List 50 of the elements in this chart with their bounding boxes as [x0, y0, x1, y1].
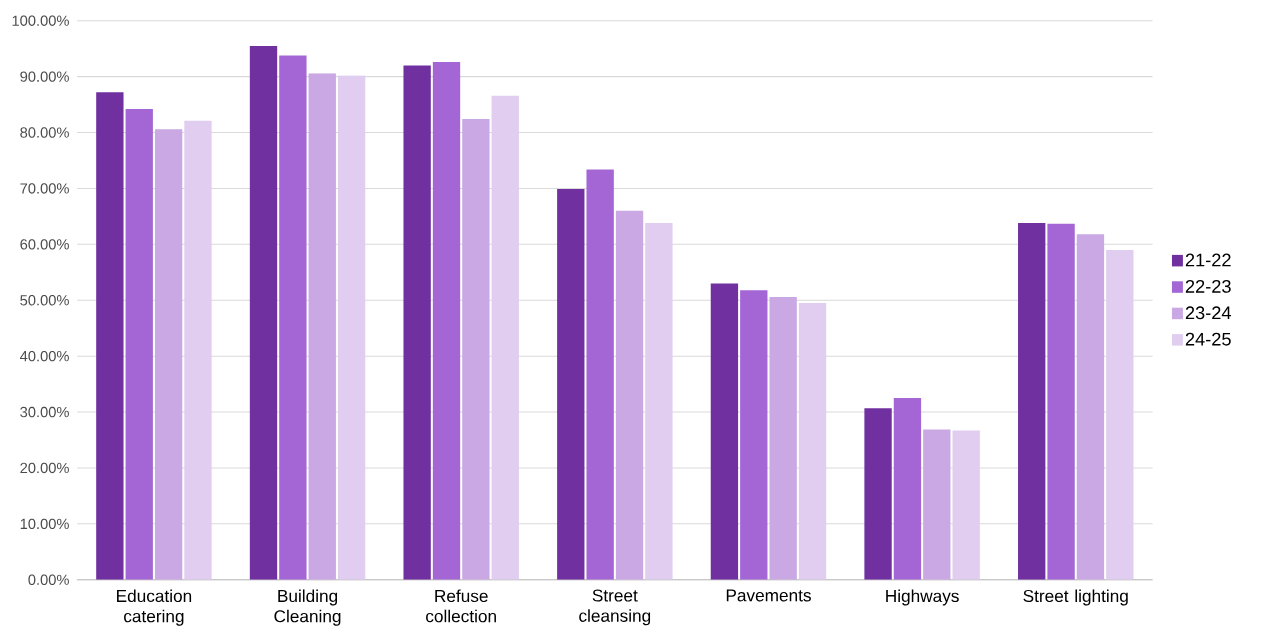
bar: [249, 45, 278, 580]
bar: [1106, 249, 1134, 580]
x-tick-label: Street lighting: [1023, 589, 1128, 606]
bar: [557, 188, 585, 580]
x-tick-label: Education catering: [117, 589, 192, 626]
bar: [403, 65, 431, 580]
y-tick-label: 30.00%: [20, 406, 69, 418]
bar: [1018, 223, 1046, 580]
bar: [1076, 234, 1105, 580]
y-tick-label: 100.00%: [12, 15, 69, 26]
bar: [308, 73, 336, 580]
bar: [645, 223, 673, 580]
x-tick-label: Building Cleaning: [274, 589, 341, 626]
y-tick-label: 0.00%: [28, 574, 69, 585]
bar: [893, 398, 922, 580]
bar: [740, 290, 768, 580]
legend-label: 24-25: [1185, 332, 1231, 346]
bar: [769, 296, 797, 580]
bar: [1047, 223, 1075, 580]
bar: [184, 120, 212, 580]
bar: [798, 302, 827, 580]
y-tick-label: 80.00%: [20, 127, 69, 138]
y-tick-label: 40.00%: [19, 350, 69, 362]
y-tick-label: 50.00%: [20, 294, 69, 306]
y-tick-label: 20.00%: [20, 462, 69, 474]
bar: [279, 55, 307, 580]
bar: [586, 169, 614, 580]
y-tick-label: 70.00%: [20, 183, 69, 194]
legend-label: 21-22: [1185, 253, 1231, 267]
bar: [491, 95, 519, 580]
x-tick-label: Pavements: [726, 589, 811, 602]
bar: [615, 210, 644, 580]
y-tick-label: 90.00%: [20, 71, 69, 82]
bar: [96, 92, 124, 580]
bar: [337, 75, 366, 580]
x-tick-label: Street cleansing: [579, 589, 651, 626]
x-tick-label: Highways: [886, 589, 959, 606]
bar: [864, 408, 892, 580]
bar: [923, 429, 951, 580]
bar: [952, 430, 980, 580]
bar: [462, 119, 490, 580]
legend-label: 22-23: [1185, 279, 1231, 293]
legend-label: 23-24: [1185, 306, 1232, 320]
bar: [125, 108, 153, 580]
bar: [432, 62, 461, 580]
y-tick-label: 10.00%: [20, 518, 69, 529]
bar: [710, 283, 739, 580]
x-tick-label: Refuse collection: [426, 589, 496, 623]
y-tick-label: 60.00%: [20, 239, 69, 250]
bar: [154, 129, 183, 580]
